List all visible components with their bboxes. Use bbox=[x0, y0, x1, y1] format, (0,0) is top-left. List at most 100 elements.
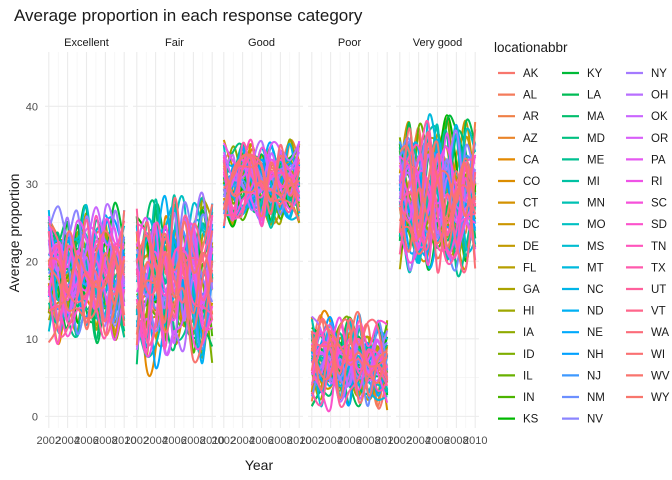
legend-item-nc: NC bbox=[562, 284, 604, 296]
series-line-vt bbox=[398, 131, 477, 274]
legend-item-az: AZ bbox=[498, 133, 538, 145]
legend-label: IL bbox=[523, 370, 533, 382]
x-tick-label: 2004 bbox=[55, 435, 79, 447]
legend-item-nj: NJ bbox=[562, 370, 601, 382]
y-tick-label: 20 bbox=[26, 256, 38, 268]
series-line-wi bbox=[223, 153, 300, 202]
legend-item-md: MD bbox=[562, 133, 605, 145]
legend-label: NV bbox=[587, 414, 603, 426]
legend-label: NH bbox=[587, 349, 604, 361]
series-line-wa bbox=[398, 127, 477, 234]
legend-label: WV bbox=[651, 370, 670, 382]
x-tick-label: 2010 bbox=[112, 435, 136, 447]
series-lines bbox=[135, 191, 214, 378]
legend-item-nd: ND bbox=[562, 306, 604, 318]
legend-label: CO bbox=[523, 176, 540, 188]
legend-label: MS bbox=[587, 241, 605, 253]
legend-item-de: DE bbox=[498, 241, 539, 253]
x-tick-label: 2002 bbox=[125, 435, 149, 447]
legend-label: MN bbox=[587, 198, 605, 210]
legend-label: MI bbox=[587, 176, 600, 188]
legend-item-in: IN bbox=[498, 392, 535, 404]
legend-label: WY bbox=[651, 392, 670, 404]
series-line-wv bbox=[135, 260, 214, 364]
series-line-sc bbox=[310, 330, 389, 403]
legend-label: NM bbox=[587, 392, 605, 404]
legend-label: MO bbox=[587, 219, 606, 231]
x-tick-label: 2006 bbox=[162, 435, 186, 447]
series-line-wv bbox=[310, 320, 388, 368]
legend-label: RI bbox=[651, 176, 663, 188]
legend-item-sc: SC bbox=[626, 198, 667, 210]
x-tick-label: 2004 bbox=[406, 435, 430, 447]
legend-item-hi: HI bbox=[498, 306, 535, 318]
series-lines bbox=[398, 113, 477, 278]
x-tick-label: 2006 bbox=[74, 435, 98, 447]
legend-item-wi: WI bbox=[626, 349, 665, 361]
x-axis-title: Year bbox=[245, 457, 274, 473]
legend-label: ME bbox=[587, 154, 605, 166]
legend-label: WI bbox=[651, 349, 665, 361]
series-line-wy bbox=[222, 154, 301, 218]
legend-item-wv: WV bbox=[626, 370, 670, 382]
legend-item-or: OR bbox=[626, 133, 668, 145]
legend-label: ND bbox=[587, 306, 604, 318]
legend-label: OR bbox=[651, 133, 668, 145]
legend-label: NY bbox=[651, 68, 667, 80]
legend-item-me: ME bbox=[562, 154, 605, 166]
series-line-tn bbox=[311, 324, 389, 375]
x-tick-label: 2008 bbox=[444, 435, 468, 447]
legend-label: KY bbox=[587, 68, 603, 80]
legend-item-ms: MS bbox=[562, 241, 605, 253]
x-tick-label: 2002 bbox=[212, 435, 236, 447]
legend-item-oh: OH bbox=[626, 90, 668, 102]
y-tick-label: 30 bbox=[26, 179, 38, 191]
legend-label: LA bbox=[587, 90, 601, 102]
legend-item-tn: TN bbox=[626, 241, 666, 253]
legend-label: FL bbox=[523, 262, 537, 274]
x-tick-label: 2004 bbox=[318, 435, 342, 447]
x-tick-label: 2006 bbox=[249, 435, 273, 447]
series-line-wy bbox=[398, 140, 477, 248]
legend-label: NC bbox=[587, 284, 604, 296]
series-line-ut bbox=[223, 155, 301, 219]
series-line-wi bbox=[48, 253, 126, 316]
chart-title: Average proportion in each response cate… bbox=[14, 6, 363, 25]
series-line-wy bbox=[135, 204, 214, 310]
facet-panels: Excellent20022004200620082010Fair2002200… bbox=[26, 37, 488, 447]
legend-item-wy: WY bbox=[626, 392, 670, 404]
series-line-sc bbox=[135, 224, 214, 358]
strip-label: Fair bbox=[165, 37, 184, 49]
y-tick-label: 40 bbox=[26, 101, 38, 113]
legend-item-ar: AR bbox=[498, 111, 539, 123]
x-tick-label: 2004 bbox=[143, 435, 167, 447]
series-lines bbox=[310, 309, 389, 413]
legend-title: locationabbr bbox=[494, 40, 568, 55]
legend-item-fl: FL bbox=[498, 262, 537, 274]
legend-label: UT bbox=[651, 284, 666, 296]
legend-item-ny: NY bbox=[626, 68, 667, 80]
legend-label: SC bbox=[651, 198, 667, 210]
series-line-wi bbox=[135, 221, 214, 346]
strip-label: Very good bbox=[413, 37, 463, 49]
legend-item-id: ID bbox=[498, 349, 535, 361]
legend-item-ne: NE bbox=[562, 327, 603, 339]
x-tick-label: 2010 bbox=[463, 435, 487, 447]
strip-label: Poor bbox=[338, 37, 362, 49]
series-line-wv bbox=[398, 129, 477, 253]
x-tick-label: 2010 bbox=[375, 435, 399, 447]
x-tick-label: 2010 bbox=[287, 435, 311, 447]
legend-item-ca: CA bbox=[498, 154, 539, 166]
series-line-sc bbox=[222, 146, 301, 217]
legend-item-ks: KS bbox=[498, 414, 539, 426]
legend-item-co: CO bbox=[498, 176, 540, 188]
series-lines bbox=[222, 138, 301, 229]
legend-item-sd: SD bbox=[626, 219, 667, 231]
series-line-wa bbox=[48, 230, 126, 327]
x-tick-label: 2006 bbox=[425, 435, 449, 447]
legend-item-la: LA bbox=[562, 90, 601, 102]
